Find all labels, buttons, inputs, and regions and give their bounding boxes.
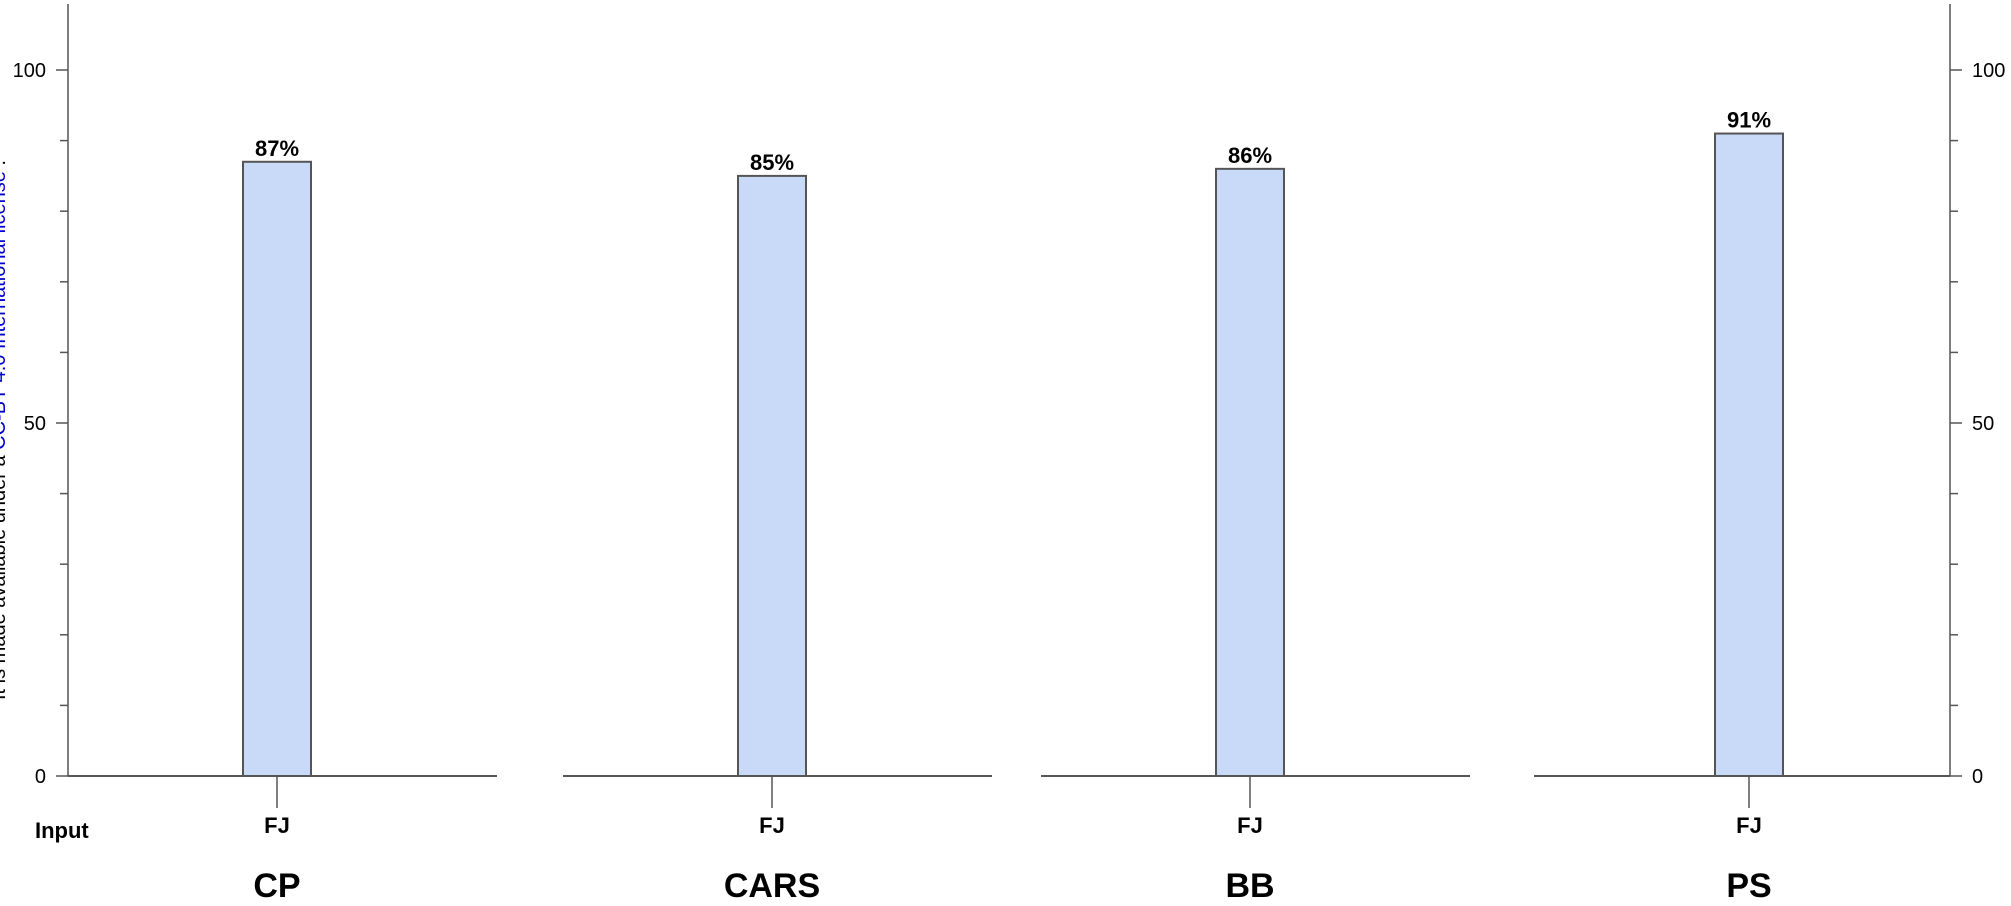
x-tick-label: FJ bbox=[1736, 813, 1762, 838]
bar-value-label: 87% bbox=[255, 136, 299, 161]
panel-title: CP bbox=[253, 867, 300, 905]
bar bbox=[242, 160, 312, 777]
x-tick-label: FJ bbox=[1237, 813, 1263, 838]
bar-value-label: 91% bbox=[1727, 108, 1771, 133]
bar-value-label: 86% bbox=[1228, 143, 1272, 168]
x-tick-label: FJ bbox=[264, 813, 290, 838]
y-tick-label: 0 bbox=[1972, 766, 1983, 788]
bar bbox=[1714, 132, 1784, 778]
y-tick-label: 0 bbox=[35, 766, 46, 788]
y-tick-label: 50 bbox=[1972, 413, 1994, 435]
y-tick-label: 100 bbox=[13, 60, 46, 82]
panel-title: CARS bbox=[724, 867, 820, 905]
x-axis-row-label: Input bbox=[35, 818, 89, 843]
bar-value-label: 85% bbox=[750, 150, 794, 175]
x-tick-label: FJ bbox=[759, 813, 785, 838]
y-tick-label: 100 bbox=[1972, 60, 2005, 82]
panel-title: BB bbox=[1225, 867, 1274, 905]
bar bbox=[1215, 167, 1285, 777]
y-tick-label: 50 bbox=[24, 413, 46, 435]
bar bbox=[737, 174, 807, 777]
panel-title: PS bbox=[1726, 867, 1771, 905]
